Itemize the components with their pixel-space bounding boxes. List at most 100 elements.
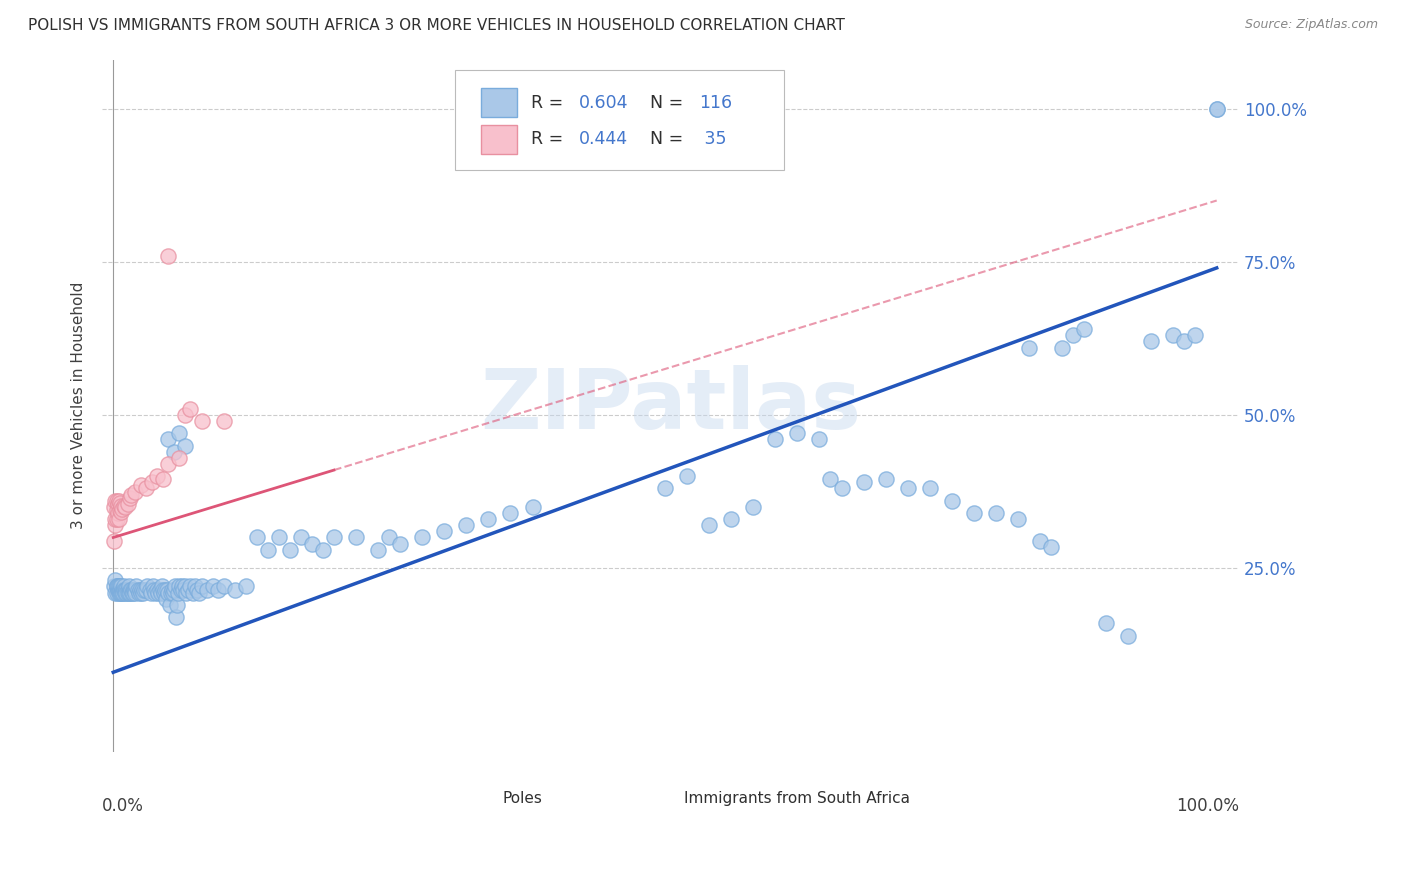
Point [174,585,197,599]
Point [108,582,131,597]
Point [169,450,191,465]
Point [129,478,152,492]
Point [941,493,963,508]
Text: Immigrants from South Africa: Immigrants from South Africa [685,791,910,806]
Point [111,582,134,597]
Point [134,582,156,597]
Point [522,500,544,514]
Point [159,585,181,599]
Point [654,482,676,496]
Point [141,475,163,490]
Point [1205,102,1227,116]
Point [477,512,499,526]
Point [150,580,173,594]
Text: 0.604: 0.604 [578,94,628,112]
Point [378,531,401,545]
FancyBboxPatch shape [465,789,495,809]
Point [301,536,323,550]
Point [820,472,842,486]
Point [177,582,200,597]
Point [131,582,153,597]
Point [897,482,920,496]
Point [174,439,197,453]
Point [169,426,191,441]
Point [110,580,132,594]
Point [165,610,187,624]
Point [1029,533,1052,548]
Point [1073,322,1095,336]
Point [184,580,207,594]
Point [112,585,135,599]
Text: 0.0%: 0.0% [103,797,143,815]
FancyBboxPatch shape [481,125,517,153]
Point [157,457,180,471]
Point [124,582,146,597]
Point [135,582,157,597]
Point [157,433,180,447]
Point [831,482,853,496]
Point [152,472,174,486]
Point [433,524,456,539]
Y-axis label: 3 or more Vehicles in Household: 3 or more Vehicles in Household [72,282,86,530]
Point [918,482,941,496]
Point [149,582,172,597]
Point [127,582,149,597]
Point [112,499,135,513]
Point [107,497,129,511]
FancyBboxPatch shape [481,88,517,117]
Point [786,426,808,441]
Point [1184,328,1206,343]
Point [1161,328,1184,343]
Point [103,533,125,548]
Point [128,582,150,597]
Point [114,500,136,514]
Point [1139,334,1161,349]
Point [167,585,190,599]
Point [166,598,188,612]
Text: 116: 116 [699,94,733,112]
Point [984,506,1007,520]
Point [224,582,246,597]
Point [148,585,170,599]
Point [105,503,128,517]
Point [117,497,139,511]
Point [169,582,191,597]
Point [117,582,139,597]
Point [808,433,831,447]
Point [105,580,128,594]
Point [103,500,125,514]
Point [135,482,157,496]
Point [246,531,269,545]
Point [152,582,174,597]
Point [742,500,765,514]
Point [105,493,128,508]
Point [138,582,160,597]
Point [105,512,128,526]
Point [389,536,412,550]
Point [115,582,138,597]
Point [114,582,136,597]
Point [104,518,127,533]
Point [344,531,367,545]
Point [108,580,131,594]
Point [107,582,129,597]
Point [186,582,208,597]
Text: Poles: Poles [502,791,543,806]
Point [108,503,131,517]
Text: R =: R = [530,130,568,148]
Point [156,582,179,597]
Point [160,582,183,597]
Point [153,585,176,599]
Point [159,598,181,612]
Point [697,518,720,533]
Point [172,582,194,597]
Text: N =: N = [638,130,689,148]
Point [1118,628,1140,642]
Point [153,582,176,597]
Point [136,580,159,594]
Point [163,580,186,594]
Text: 0.444: 0.444 [578,130,627,148]
Point [118,585,141,599]
Point [411,531,433,545]
Point [188,585,211,599]
